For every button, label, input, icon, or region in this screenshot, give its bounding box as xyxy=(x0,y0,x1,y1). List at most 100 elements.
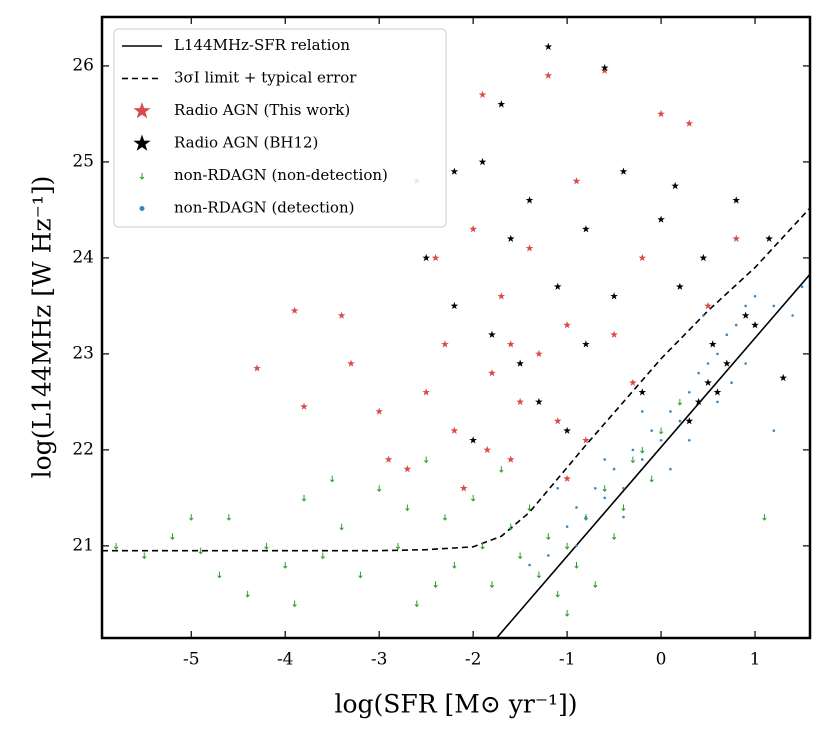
star-point xyxy=(671,181,679,190)
star-point xyxy=(732,196,740,204)
star-point xyxy=(638,388,647,396)
upper-limit-arrow xyxy=(423,456,429,464)
star-point xyxy=(610,330,618,338)
dot-point xyxy=(612,467,616,471)
y-axis-label: log(L144MHz [W Hz⁻¹]) xyxy=(28,176,57,479)
dot-point xyxy=(753,295,757,298)
star-point xyxy=(525,244,534,252)
x-tick-label: 1 xyxy=(750,650,761,670)
upper-limit-arrow xyxy=(658,427,664,435)
star-point xyxy=(478,90,487,98)
upper-limit-arrow xyxy=(442,514,448,521)
star-point xyxy=(403,465,412,473)
upper-limit-arrow xyxy=(499,466,504,473)
upper-limit-arrow xyxy=(395,542,401,550)
upper-limit-arrow xyxy=(292,600,297,608)
dot-point xyxy=(631,448,635,452)
dot-point xyxy=(791,314,794,317)
upper-limit-arrow xyxy=(339,523,344,531)
star-point xyxy=(765,234,773,242)
dot-point xyxy=(669,410,672,413)
dot-point xyxy=(640,410,644,413)
star-point xyxy=(699,253,708,262)
star-point xyxy=(450,167,459,175)
star-point xyxy=(629,378,637,386)
star-point xyxy=(685,417,694,425)
star-point xyxy=(516,397,524,406)
dot-point xyxy=(565,525,569,528)
dot-point xyxy=(603,496,606,500)
star-point xyxy=(553,417,562,425)
star-point xyxy=(525,196,534,204)
star-point xyxy=(347,359,355,367)
star-point xyxy=(450,301,459,310)
dot-point xyxy=(697,371,700,375)
star-point xyxy=(619,167,628,175)
upper-limit-arrow xyxy=(489,581,495,588)
star-point xyxy=(732,234,740,242)
dot-point xyxy=(716,352,719,356)
star-point xyxy=(704,301,712,310)
dot-point xyxy=(687,390,691,394)
x-tick-label: -4 xyxy=(277,650,294,670)
dot-point xyxy=(603,458,606,461)
dot-point xyxy=(702,314,705,317)
star-point xyxy=(713,388,722,396)
star-point xyxy=(535,397,543,406)
dot-point xyxy=(744,362,747,365)
star-point xyxy=(441,340,449,348)
star-point xyxy=(133,134,151,151)
upper-limit-arrow xyxy=(170,533,175,541)
upper-limit-arrow xyxy=(677,398,683,406)
star-point xyxy=(488,330,496,338)
star-point xyxy=(497,100,506,108)
y-tick-label: 24 xyxy=(72,247,94,267)
star-point xyxy=(600,66,609,74)
dot-point xyxy=(139,206,145,211)
plot-frame xyxy=(100,15,812,640)
dot-point xyxy=(556,486,560,490)
star-point xyxy=(300,402,308,410)
y-tick-label: 21 xyxy=(72,535,94,555)
dot-point xyxy=(800,285,804,289)
upper-limit-arrow xyxy=(358,571,363,579)
upper-limit-arrow xyxy=(414,600,419,608)
star-point xyxy=(751,321,759,329)
upper-limit-arrow xyxy=(564,610,570,617)
star-point xyxy=(657,215,665,223)
star-point xyxy=(582,225,590,233)
upper-limit-arrow xyxy=(377,485,382,493)
star-point xyxy=(459,484,468,492)
upper-limit-arrow xyxy=(452,562,457,569)
upper-limit-arrow xyxy=(630,456,636,464)
dot-point xyxy=(659,438,663,442)
dot-point xyxy=(772,304,776,308)
dot-point xyxy=(706,362,710,365)
star-point xyxy=(253,364,261,372)
upper-limit-arrow xyxy=(517,552,523,560)
legend-box xyxy=(113,28,447,228)
legend-label: Radio AGN (This work) xyxy=(174,101,350,119)
upper-limit-arrow xyxy=(301,494,307,502)
upper-limit-arrow xyxy=(564,542,570,550)
star-point xyxy=(657,109,665,118)
upper-limit-arrow xyxy=(198,547,203,555)
upper-limit-arrow xyxy=(546,533,551,541)
star-point xyxy=(422,388,430,396)
dot-point xyxy=(575,544,578,548)
upper-limit-arrow xyxy=(189,514,194,521)
y-tick-label: 26 xyxy=(72,55,94,75)
star-point xyxy=(506,340,515,348)
upper-limit-arrow xyxy=(264,542,269,550)
star-point xyxy=(553,282,562,290)
upper-limit-arrow xyxy=(113,542,119,550)
dot-point xyxy=(575,506,578,509)
star-point xyxy=(600,63,609,72)
dot-point xyxy=(622,486,625,490)
y-tick-label: 23 xyxy=(72,343,94,363)
x-tick-label: -1 xyxy=(559,650,576,670)
star-point xyxy=(516,359,524,367)
dot-point xyxy=(725,333,729,336)
x-tick-label: -5 xyxy=(183,650,200,670)
